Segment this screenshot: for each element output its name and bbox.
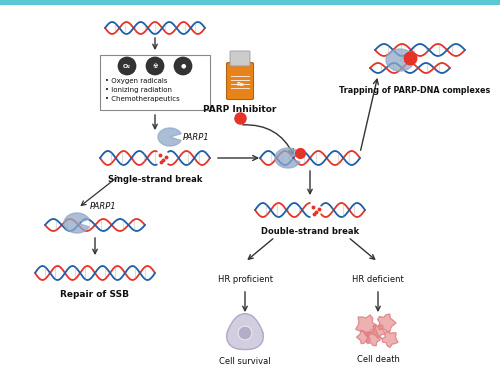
Text: ●: ●	[180, 63, 186, 69]
Text: Repair of SSB: Repair of SSB	[60, 290, 130, 299]
Text: Double-strand break: Double-strand break	[261, 227, 359, 236]
Text: Trapping of PARP-DNA complexes: Trapping of PARP-DNA complexes	[340, 86, 490, 95]
FancyBboxPatch shape	[230, 51, 250, 66]
Polygon shape	[356, 330, 370, 344]
Polygon shape	[371, 325, 385, 338]
Circle shape	[238, 326, 252, 340]
Text: Single-strand break: Single-strand break	[108, 175, 202, 184]
Circle shape	[174, 57, 192, 75]
Polygon shape	[226, 314, 264, 349]
Polygon shape	[366, 330, 382, 346]
Circle shape	[146, 57, 164, 75]
Polygon shape	[356, 315, 376, 336]
Text: PARP1: PARP1	[90, 202, 117, 211]
Text: Rx: Rx	[236, 82, 244, 86]
Polygon shape	[378, 314, 396, 332]
Text: Cell survival: Cell survival	[219, 357, 271, 366]
Text: HR proficient: HR proficient	[218, 275, 272, 284]
FancyBboxPatch shape	[0, 0, 500, 5]
Text: PARP1: PARP1	[183, 132, 210, 141]
Polygon shape	[382, 331, 398, 348]
Polygon shape	[386, 49, 413, 71]
Text: Cell death: Cell death	[356, 355, 400, 364]
Text: O₂: O₂	[123, 63, 131, 69]
FancyBboxPatch shape	[100, 55, 210, 110]
Polygon shape	[158, 128, 181, 146]
Polygon shape	[64, 213, 89, 233]
Text: • Oxygen radicals
• Ionizing radiation
• Chemotherapeutics: • Oxygen radicals • Ionizing radiation •…	[105, 78, 180, 102]
Text: PARP Inhibitor: PARP Inhibitor	[204, 105, 277, 114]
Text: HR deficient: HR deficient	[352, 275, 404, 284]
FancyBboxPatch shape	[226, 62, 254, 99]
Circle shape	[118, 57, 136, 75]
Text: ☢: ☢	[152, 63, 158, 69]
Polygon shape	[275, 148, 300, 168]
